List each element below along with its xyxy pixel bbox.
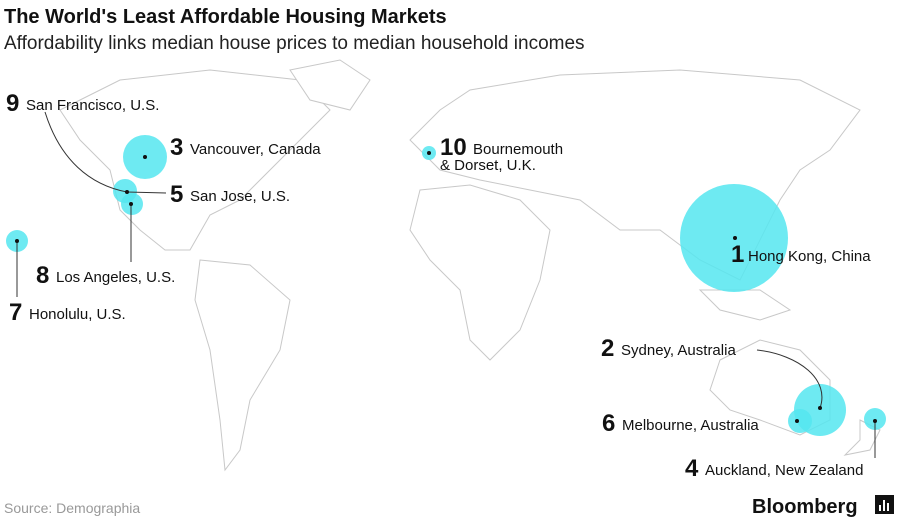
market-label: Auckland, New Zealand (705, 462, 863, 479)
market-label: Hong Kong, China (748, 248, 871, 265)
rank: 1 (731, 241, 744, 268)
rank: 10 (440, 134, 467, 161)
brand-icon (875, 495, 894, 514)
title: The World's Least Affordable Housing Mar… (4, 6, 447, 28)
rank: 8 (36, 262, 49, 289)
bubbles (6, 135, 886, 436)
subtitle: Affordability links median house prices … (4, 33, 585, 54)
market-label: Honolulu, U.S. (29, 306, 126, 323)
rank: 7 (9, 299, 22, 326)
rank: 5 (170, 181, 183, 208)
market-label: San Francisco, U.S. (26, 97, 159, 114)
rank: 2 (601, 335, 614, 362)
source: Source: Demographia (4, 500, 140, 516)
market-label: Los Angeles, U.S. (56, 269, 175, 286)
brand: Bloomberg (752, 496, 858, 518)
rank: 6 (602, 410, 615, 437)
market-label: Vancouver, Canada (190, 141, 321, 158)
dots (15, 151, 877, 423)
market-label: Melbourne, Australia (622, 417, 759, 434)
market-label: Bournemouth (473, 141, 563, 158)
rank: 4 (685, 455, 699, 482)
market-labels: 1 Hong Kong, China 2 Sydney, Australia 3… (6, 90, 871, 482)
market-label: Sydney, Australia (621, 342, 736, 359)
bubble (788, 409, 812, 433)
rank: 9 (6, 90, 19, 117)
market-label: & Dorset, U.K. (440, 157, 536, 174)
market-label: San Jose, U.S. (190, 188, 290, 205)
leaders (16, 111, 876, 458)
rank: 3 (170, 134, 183, 161)
